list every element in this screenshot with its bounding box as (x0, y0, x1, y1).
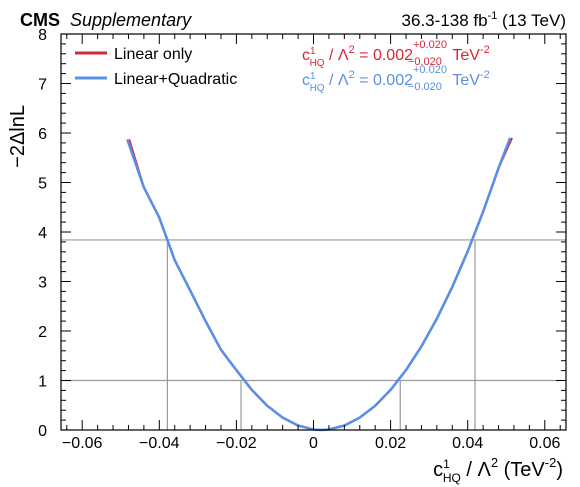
result-linear-quadratic: c1 HQ / Λ2 = 0.002+0.020 −0.020 TeV-2 (302, 64, 490, 94)
x-tick-label: −0.02 (216, 435, 257, 452)
y-tick-label: 3 (38, 275, 47, 292)
x-tick-label: 0 (309, 435, 318, 452)
y-axis-title: −2ΔlnL (7, 105, 29, 168)
y-tick-label: 2 (38, 324, 47, 341)
experiment-label: CMS (20, 10, 60, 30)
x-tick-label: −0.04 (139, 435, 180, 452)
x-tick-label: −0.06 (62, 435, 103, 452)
legend-label-linear-only: Linear only (114, 46, 192, 63)
axes: −0.06 −0.04 −0.02 0 0.02 0.04 0.06 0 1 2 3 4 5 6 7 8 (38, 27, 567, 452)
result-annotations: c1 HQ / Λ2 = 0.002+0.020 −0.020 TeV-2 c1 HQ… (302, 39, 490, 94)
x-axis-title: c1 HQ / Λ2 (TeV-2) (433, 455, 563, 485)
y-tick-label: 8 (38, 27, 47, 44)
result-linear-only: c1 HQ / Λ2 = 0.002+0.020 −0.020 TeV-2 (302, 39, 490, 69)
x-tick-label: 0.04 (452, 435, 483, 452)
series-linear-quadratic (126, 137, 512, 432)
series-layer (126, 137, 513, 432)
x-tick-label: 0.02 (375, 435, 406, 452)
y-tick-label: 0 (38, 423, 47, 440)
chart-header: CMS Supplementary 36.3-138 fb-1 (13 TeV) (20, 10, 566, 30)
y-tick-label: 4 (38, 225, 47, 242)
y-tick-label: 7 (38, 77, 47, 94)
reference-lines (61, 239, 566, 430)
luminosity-label: 36.3-138 fb-1 (13 TeV) (402, 10, 566, 30)
tag-label: Supplementary (70, 10, 192, 30)
y-tick-label: 1 (38, 374, 47, 391)
y-tick-label: 5 (38, 176, 47, 193)
y-tick-label: 6 (38, 126, 47, 143)
x-tick-label: 0.06 (529, 435, 560, 452)
legend: Linear only Linear+Quadratic (75, 46, 237, 88)
legend-label-linear-quadratic: Linear+Quadratic (114, 71, 237, 88)
